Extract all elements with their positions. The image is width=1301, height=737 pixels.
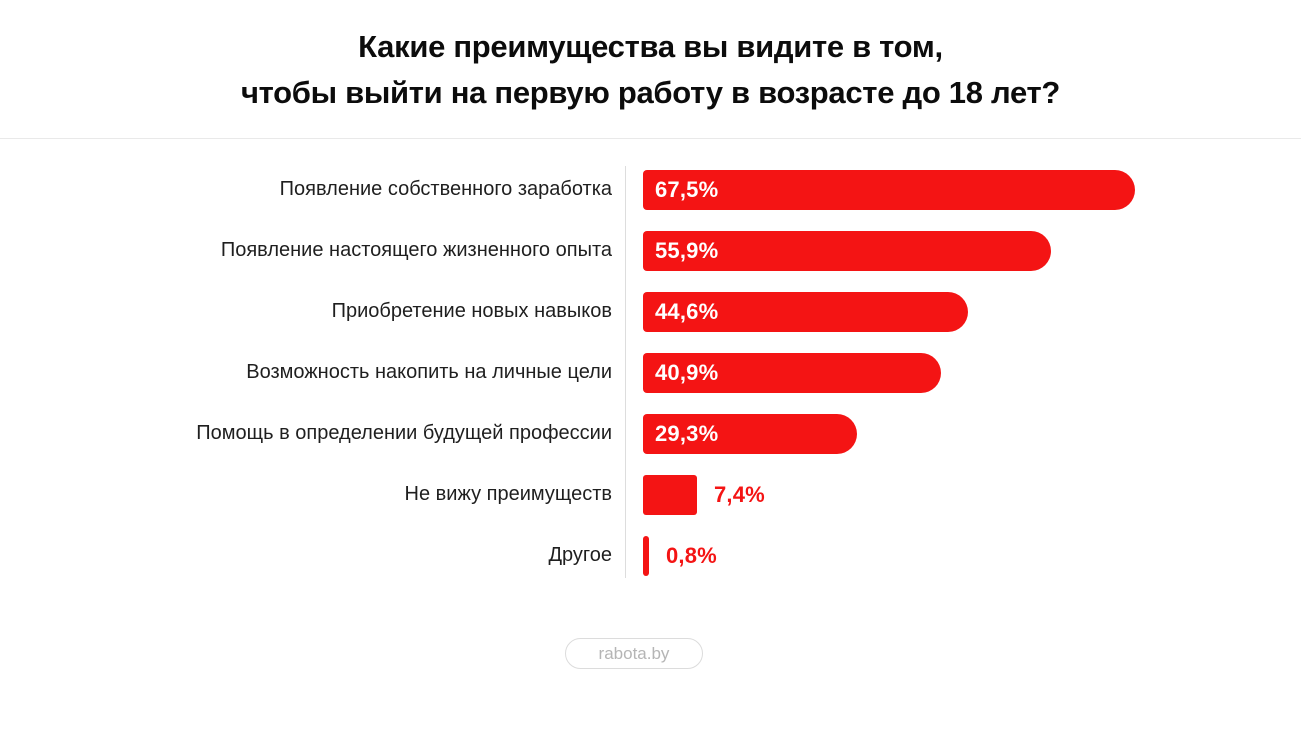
bar-row: Появление настоящего жизненного опыта 55,…: [0, 220, 1301, 281]
bar-row: Возможность накопить на личные цели 40,9%: [0, 342, 1301, 403]
bar: [643, 474, 697, 515]
bar: 40,9%: [643, 352, 941, 393]
value-label: 7,4%: [714, 481, 765, 507]
category-label: Появление собственного заработка: [279, 178, 612, 200]
bar-track: 55,9%: [612, 220, 1301, 281]
category-label: Другое: [548, 544, 612, 566]
value-label: 29,3%: [655, 420, 719, 446]
bar: [643, 535, 649, 576]
bar-row: Помощь в определении будущей профессии 29…: [0, 403, 1301, 464]
brand-badge: rabota.by: [565, 638, 703, 669]
category-label: Появление настоящего жизненного опыта: [220, 239, 612, 261]
bar-chart: Появление собственного заработка 67,5% Поя…: [0, 159, 1301, 586]
bar: 44,6%: [643, 291, 968, 332]
category-label: Помощь в определении будущей профессии: [196, 422, 612, 444]
category-label: Приобретение новых навыков: [331, 300, 612, 322]
bar-track: 7,4%: [612, 464, 1301, 525]
value-label: 67,5%: [655, 176, 719, 202]
category-label: Не вижу преимуществ: [404, 483, 612, 505]
value-label: 44,6%: [655, 298, 719, 324]
brand-badge-label: rabota.by: [598, 643, 670, 663]
bar-track: 29,3%: [612, 403, 1301, 464]
bar-track: 0,8%: [612, 525, 1301, 586]
value-label: 0,8%: [666, 542, 717, 568]
bar-row: Другое 0,8%: [0, 525, 1301, 586]
chart-title-line1: Какие преимущества вы видите в том,: [358, 29, 943, 64]
title-divider: [0, 138, 1301, 139]
bar: 29,3%: [643, 413, 857, 454]
baseline-axis: [625, 166, 626, 578]
bar-row: Появление собственного заработка 67,5%: [0, 159, 1301, 220]
bar-track: 44,6%: [612, 281, 1301, 342]
value-label: 40,9%: [655, 359, 719, 385]
bar: 67,5%: [643, 169, 1135, 210]
bar-row: Приобретение новых навыков 44,6%: [0, 281, 1301, 342]
bar-row: Не вижу преимуществ 7,4%: [0, 464, 1301, 525]
chart-title-line2: чтобы выйти на первую работу в возрасте …: [240, 75, 1061, 110]
chart-title: Какие преимущества вы видите в том, чтоб…: [0, 24, 1301, 116]
bar-track: 67,5%: [612, 159, 1301, 220]
value-label: 55,9%: [655, 237, 719, 263]
bar: 55,9%: [643, 230, 1051, 271]
category-label: Возможность накопить на личные цели: [246, 361, 612, 383]
bar-track: 40,9%: [612, 342, 1301, 403]
chart-rows: Появление собственного заработка 67,5% Поя…: [0, 159, 1301, 586]
